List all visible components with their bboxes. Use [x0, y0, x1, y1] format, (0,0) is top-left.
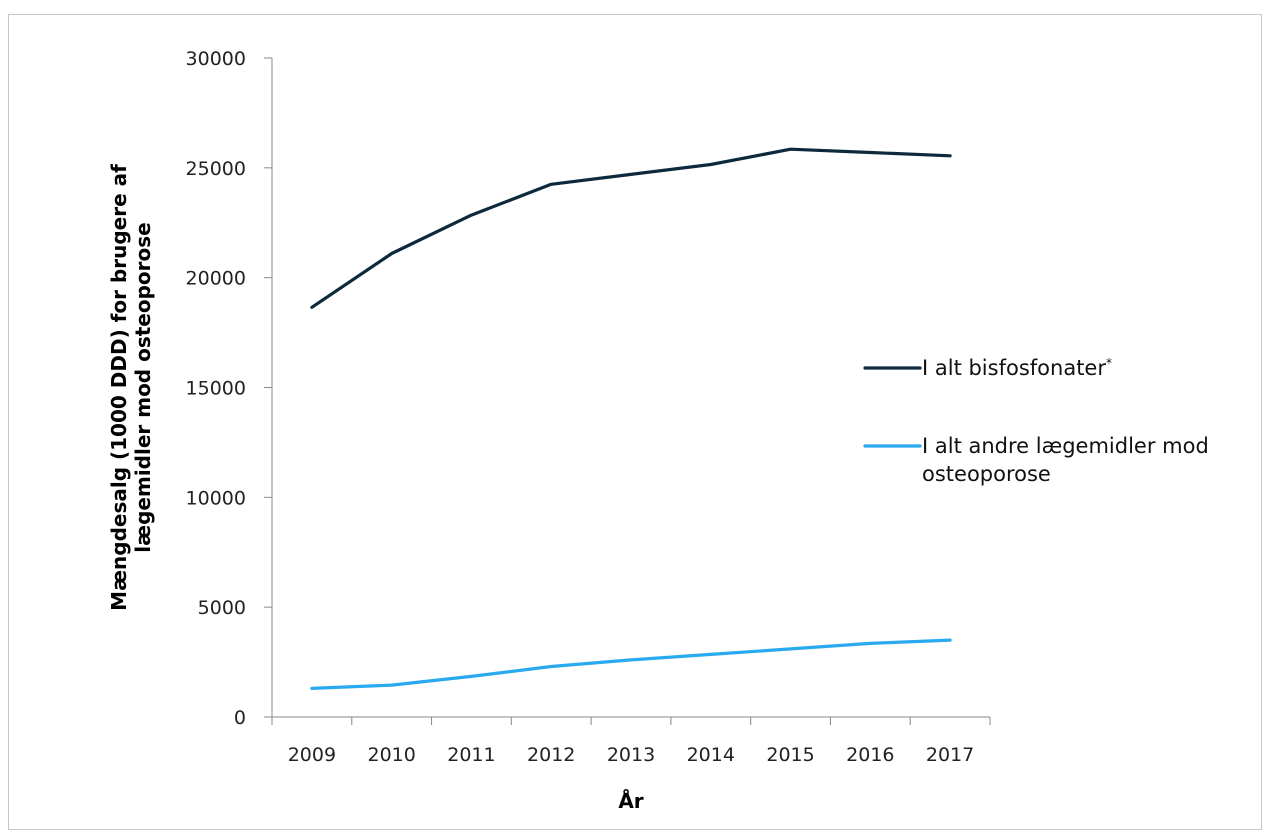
y-tick-label: 15000: [186, 378, 246, 400]
legend-superscript: *: [1106, 356, 1112, 370]
y-tick-label: 5000: [198, 597, 246, 619]
y-tick-label: 30000: [186, 48, 246, 70]
x-tick-label: 2014: [687, 744, 735, 766]
y-axis-title-line: Mængdesalg (1000 DDD) for brugere af: [107, 164, 131, 611]
x-tick-label: 2011: [447, 744, 495, 766]
x-tick-label: 2015: [766, 744, 814, 766]
x-tick-label: 2016: [846, 744, 894, 766]
x-tick-label: 2017: [926, 744, 974, 766]
x-tick-label: 2013: [607, 744, 655, 766]
series-line-2: [310, 638, 952, 691]
chart-frame: [8, 14, 1262, 830]
legend-label-line: osteoporose: [922, 462, 1051, 486]
axes: [264, 57, 991, 725]
y-tick-label: 20000: [186, 268, 246, 290]
x-tick-label: 2012: [527, 744, 575, 766]
legend-label-line: I alt andre lægemidler mod: [922, 434, 1209, 458]
y-tick-label: 10000: [186, 487, 246, 509]
y-tick-label: 0: [234, 707, 246, 729]
axis-titles: År Mængdesalg (1000 DDD) for brugere aflæ…: [107, 164, 644, 813]
legend-label-2: I alt andre lægemidler mod osteoporose: [922, 434, 1209, 486]
y-axis-title-line: lægemidler mod osteoporose: [131, 222, 155, 552]
x-tick-label: 2010: [367, 744, 415, 766]
y-tick-labels: 0 5000 10000 15000 20000 25000 30000: [186, 48, 246, 729]
legend-label-line: I alt bisfosfonater: [922, 356, 1106, 380]
x-axis-title: År: [618, 789, 643, 813]
x-tick-labels: 2009 2010 2011 2012 2013 2014 2015 2016 2017: [288, 744, 975, 766]
y-tick-label: 25000: [186, 158, 246, 180]
legend: I alt bisfosfonater* I alt andre lægemidl…: [863, 356, 1209, 486]
series-line-1: [310, 147, 952, 309]
legend-label-1: I alt bisfosfonater*: [922, 356, 1112, 380]
y-axis-title: Mængdesalg (1000 DDD) for brugere aflæge…: [107, 164, 155, 611]
x-tick-label: 2009: [288, 744, 336, 766]
series-lines: [310, 147, 952, 691]
